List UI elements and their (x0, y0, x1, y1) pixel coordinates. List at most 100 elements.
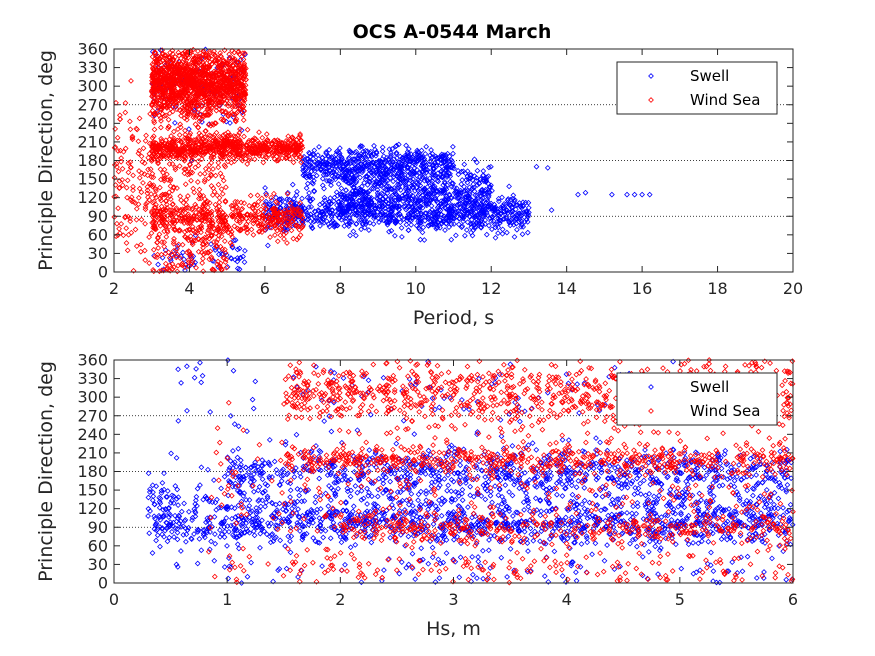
swell-point (309, 196, 316, 202)
swell-point (463, 200, 470, 207)
swell-point (437, 168, 444, 175)
swell-point (393, 219, 400, 226)
swell-point (188, 157, 195, 164)
swell-point (477, 203, 484, 210)
wind-sea-point (171, 128, 177, 135)
wind-sea-point (206, 48, 213, 55)
swell-point (473, 175, 480, 181)
swell-point (385, 156, 392, 163)
wind-sea-point (151, 117, 157, 124)
swell-point (415, 224, 422, 231)
swell-point (418, 147, 425, 154)
wind-sea-point (220, 118, 227, 124)
wind-sea-point (230, 95, 237, 102)
swell-point (336, 214, 342, 221)
swell-point (478, 187, 484, 194)
swell-point (413, 184, 420, 191)
wind-sea-point (168, 101, 174, 107)
swell-point (317, 223, 323, 229)
swell-point (438, 174, 445, 180)
swell-point (371, 205, 378, 212)
swell-point (282, 199, 288, 205)
swell-point (477, 176, 484, 183)
swell-point (364, 182, 371, 188)
swell-point (453, 232, 459, 239)
swell-point (346, 169, 353, 176)
swell-point (509, 208, 516, 215)
swell-point (437, 207, 444, 214)
wind-sea-point (225, 100, 232, 107)
swell-point (337, 159, 344, 166)
swell-point (361, 179, 368, 186)
swell-point (427, 197, 434, 204)
swell-point (423, 200, 430, 207)
swell-point (401, 162, 408, 168)
swell-point (372, 146, 378, 153)
swell-point (358, 183, 365, 190)
swell-point (488, 182, 494, 189)
swell-point (395, 194, 402, 200)
swell-point (350, 228, 357, 235)
swell-point (233, 59, 240, 66)
wind-sea-point (189, 103, 196, 109)
swell-point (548, 207, 555, 213)
swell-point (376, 164, 382, 170)
swell-point (362, 147, 369, 154)
swell-point (464, 207, 470, 214)
swell-point (306, 190, 312, 196)
wind-sea-point (232, 117, 239, 124)
wind-sea-point (183, 57, 189, 64)
swell-point (450, 162, 457, 169)
swell-point (199, 119, 205, 125)
swell-point (426, 161, 433, 167)
swell-point (525, 212, 532, 218)
swell-point (379, 144, 386, 151)
wind-sea-point (211, 48, 217, 55)
swell-point (415, 196, 422, 203)
swell-point (346, 180, 353, 187)
swell-point (514, 226, 520, 233)
swell-point (379, 148, 386, 155)
swell-point (335, 181, 342, 187)
swell-point (377, 175, 384, 181)
swell-point (314, 165, 320, 172)
wind-sea-point (225, 62, 231, 68)
swell-point (346, 154, 353, 161)
swell-point (467, 175, 474, 182)
swell-point (392, 188, 398, 195)
swell-point (631, 191, 638, 198)
swell-point (443, 201, 449, 208)
swell-point (582, 189, 589, 196)
swell-point (487, 215, 494, 222)
swell-point (520, 224, 527, 230)
swell-point (427, 169, 434, 175)
swell-point (415, 149, 422, 156)
swell-point (358, 200, 365, 206)
swell-point (457, 187, 464, 194)
swell-point (409, 196, 415, 202)
swell-point (421, 187, 427, 194)
swell-point (422, 217, 428, 224)
wind-sea-point (152, 110, 158, 117)
swell-point (388, 217, 395, 223)
swell-point (419, 195, 426, 202)
swell-point (419, 204, 426, 211)
swell-point (482, 217, 489, 223)
swell-point (414, 179, 420, 186)
swell-point (367, 165, 373, 171)
wind-sea-point (223, 60, 230, 67)
swell-point (368, 160, 374, 167)
wind-sea-point (169, 108, 176, 115)
swell-point (360, 201, 367, 208)
swell-point (398, 225, 405, 231)
swell-point (421, 185, 428, 192)
swell-point (480, 206, 487, 212)
swell-point (307, 164, 314, 170)
swell-point (443, 220, 450, 227)
swell-point (438, 200, 445, 207)
swell-point (323, 149, 329, 155)
swell-point (331, 219, 338, 226)
swell-point (505, 196, 512, 202)
figure-title: OCS A-0544 March (353, 21, 552, 43)
wind-sea-point (184, 113, 190, 120)
